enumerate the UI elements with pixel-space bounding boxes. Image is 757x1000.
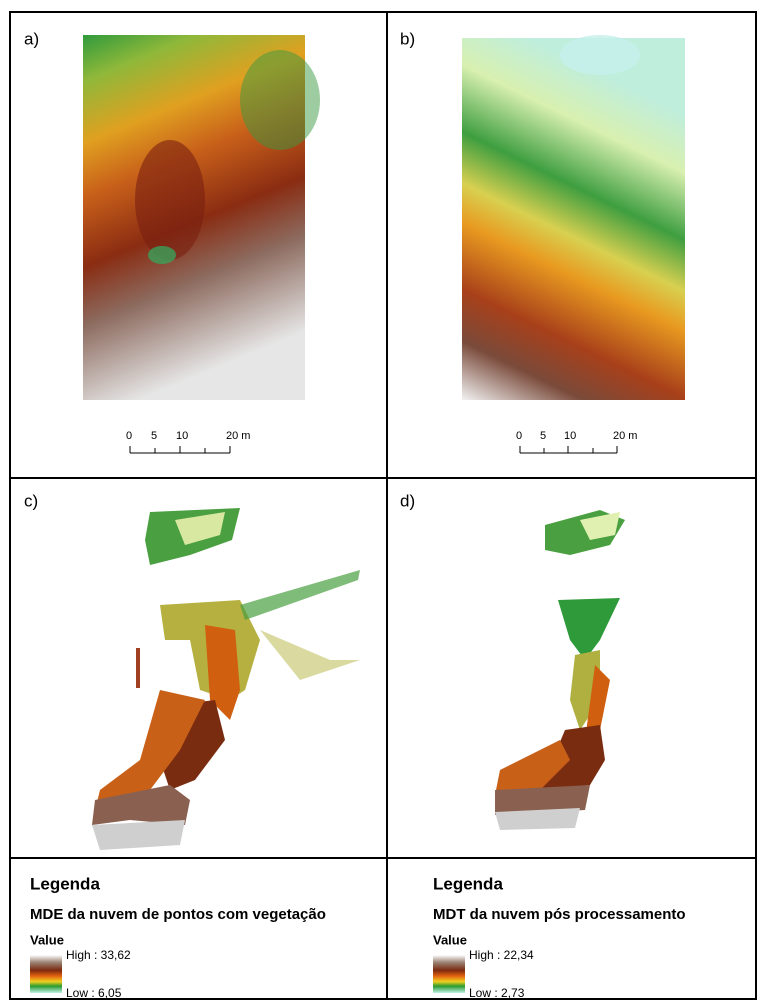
- scale-label: 20 m: [226, 430, 250, 442]
- panel-label: a): [24, 29, 39, 48]
- color-ramp: [433, 955, 465, 993]
- panel-label: c): [24, 491, 38, 510]
- legend-high: High : 22,34: [469, 948, 534, 962]
- scale-bar: [130, 446, 617, 453]
- figure: a) b) c) d) 0 5 10 20 m 0 5 10 20 m: [0, 0, 757, 1000]
- map-b: [462, 35, 685, 400]
- legend-title: MDE da nuvem de pontos com vegetação: [30, 906, 326, 923]
- map-d: [495, 510, 625, 830]
- scale-label: 10: [176, 430, 188, 442]
- legend-low: Low : 2,73: [469, 986, 525, 1000]
- legend-high: High : 33,62: [66, 948, 131, 962]
- scale-label: 20 m: [613, 430, 637, 442]
- color-ramp: [30, 955, 62, 993]
- legend-heading: Legenda: [433, 874, 503, 893]
- legend-title: MDT da nuvem pós processamento: [433, 906, 686, 923]
- legend-heading: Legenda: [30, 874, 100, 893]
- map-a: [83, 35, 320, 400]
- scale-label: 5: [540, 430, 546, 442]
- scale-label: 5: [151, 430, 157, 442]
- scale-label: 0: [516, 430, 522, 442]
- legend: Legenda MDE da nuvem de pontos com veget…: [30, 874, 686, 1000]
- legend-low: Low : 6,05: [66, 986, 122, 1000]
- legend-value: Value: [30, 932, 64, 947]
- panel-label: b): [400, 29, 415, 48]
- scale-label: 0: [126, 430, 132, 442]
- scale-label: 10: [564, 430, 576, 442]
- map-c: [92, 508, 360, 850]
- panel-label: d): [400, 491, 415, 510]
- legend-value: Value: [433, 932, 467, 947]
